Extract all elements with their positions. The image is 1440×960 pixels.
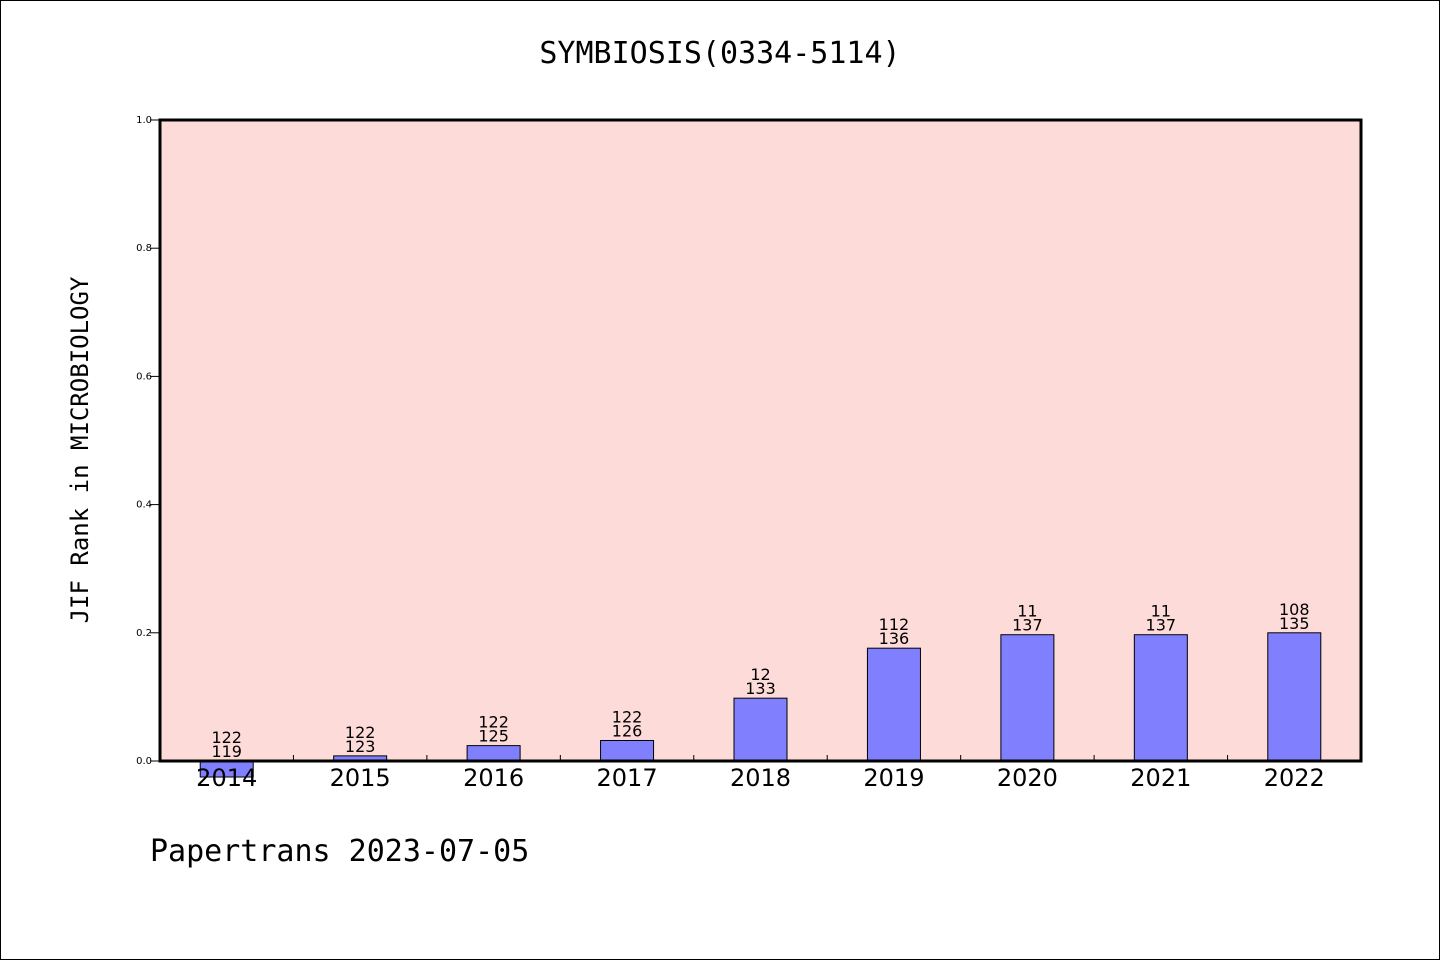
y-tick-label: 1.0 (136, 115, 152, 126)
bar (1133, 634, 1188, 762)
bar (733, 697, 788, 762)
data-label: 122 (478, 713, 509, 732)
x-tick-label: 2019 (863, 764, 924, 792)
x-tick-label: 2014 (196, 764, 257, 792)
bar (466, 745, 521, 762)
data-label: 133 (745, 679, 776, 698)
bar (600, 739, 655, 762)
data-label: 137 (1146, 616, 1177, 635)
x-tick-label: 2022 (1264, 764, 1325, 792)
footer-stamp: Papertrans 2023-07-05 (150, 834, 530, 869)
bar (866, 647, 921, 762)
y-tick-label: 0.2 (136, 628, 152, 639)
data-label: 122 (612, 707, 643, 726)
x-tick-label: 2018 (730, 764, 791, 792)
data-label: 126 (612, 721, 643, 740)
x-tick-label: 2016 (463, 764, 524, 792)
data-label: 119 (211, 742, 242, 761)
data-label: 123 (345, 737, 376, 756)
chart-title: SYMBIOSIS(0334-5114) (539, 36, 901, 71)
bar (1267, 632, 1322, 762)
x-tick-label: 2020 (997, 764, 1058, 792)
data-label: 125 (478, 727, 509, 746)
bar (1000, 634, 1055, 762)
x-tick-label: 2021 (1130, 764, 1191, 792)
data-label: 112 (879, 615, 910, 634)
y-tick-label: 0.4 (136, 500, 152, 511)
data-label: 11 (1017, 602, 1037, 621)
data-label: 135 (1279, 614, 1310, 633)
data-label: 136 (879, 629, 910, 648)
y-tick-label: 0.0 (136, 756, 152, 767)
plot-frame (158, 118, 1363, 763)
y-tick-label: 0.6 (136, 371, 152, 382)
data-label: 11 (1151, 602, 1171, 621)
y-tick-label: 0.8 (136, 243, 152, 254)
data-label: 12 (750, 665, 770, 684)
data-label: 122 (211, 728, 242, 747)
data-label: 137 (1012, 616, 1043, 635)
data-label: 108 (1279, 600, 1310, 619)
x-tick-label: 2015 (330, 764, 391, 792)
x-tick-label: 2017 (597, 764, 658, 792)
data-label: 122 (345, 723, 376, 742)
